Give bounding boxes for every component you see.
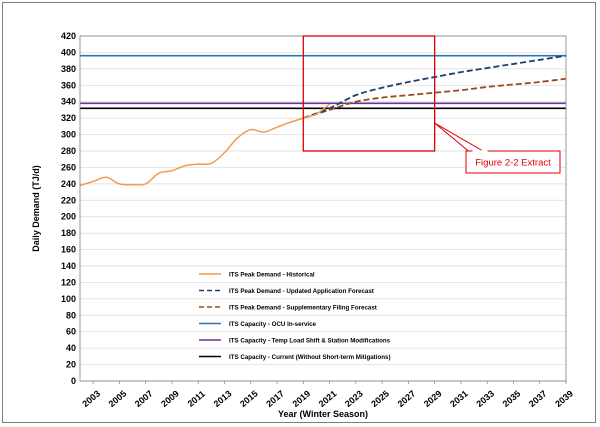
- series-line-0: [79, 103, 331, 187]
- x-tick-label: 2037: [527, 388, 549, 409]
- y-tick-label: 220: [61, 195, 76, 205]
- x-tick-label: 2005: [107, 388, 129, 409]
- x-tick-label: 2007: [133, 388, 155, 409]
- y-tick-label: 20: [66, 360, 76, 370]
- callout-box: [465, 150, 561, 174]
- highlight-box: [302, 35, 436, 152]
- x-tick-label: 2025: [369, 388, 391, 409]
- y-tick-label: 160: [61, 245, 76, 255]
- y-tick-label: 120: [61, 277, 76, 287]
- x-tick-label: 2017: [264, 388, 286, 409]
- annotations: Figure 2-2 Extract: [302, 35, 561, 174]
- y-tick-label: 380: [61, 64, 76, 74]
- y-tick-label: 420: [61, 31, 76, 41]
- x-tick-label: 2039: [553, 388, 575, 409]
- legend-label: ITS Peak Demand - Historical: [229, 271, 315, 278]
- grid-lines: [80, 35, 566, 382]
- y-tick-label: 300: [61, 130, 76, 140]
- callout-pointer: [434, 122, 490, 155]
- y-tick-label: 320: [61, 113, 76, 123]
- y-tick-label: 260: [61, 162, 76, 172]
- x-tick-label: 2033: [474, 388, 496, 409]
- y-tick-labels: 0 20 40 60 80 100 120 140 160 180 200 220 240 260 280 3…: [61, 31, 76, 386]
- legend-label: ITS Peak Demand - Updated Application Fo…: [229, 288, 374, 295]
- x-axis-title: Year (Winter Season): [278, 409, 368, 419]
- series-line-2: [303, 77, 567, 120]
- x-tick-label: 2021: [317, 388, 339, 409]
- x-tick-label: 2003: [80, 388, 102, 409]
- x-tick-label: 2031: [448, 388, 470, 409]
- legend-label: ITS Capacity - Current (Without Short-te…: [229, 354, 391, 361]
- y-tick-label: 340: [61, 97, 76, 107]
- x-tick-label: 2027: [396, 388, 418, 409]
- x-tick-label: 2013: [212, 388, 234, 409]
- line-chart: 0 20 40 60 80 100 120 140 160 180 200 220 240 260 280 3…: [31, 31, 575, 419]
- x-tick-label: 2035: [501, 388, 523, 409]
- y-tick-label: 400: [61, 47, 76, 57]
- x-tick-label: 2011: [186, 389, 207, 409]
- x-tick-label: 2015: [238, 388, 260, 409]
- y-tick-label: 140: [61, 261, 76, 271]
- y-tick-label: 280: [61, 146, 76, 156]
- y-tick-label: 100: [61, 294, 76, 304]
- x-tick-labels: 2003 2005 2007 2009 2011 2013 2015 2017 2019 2021…: [80, 381, 575, 409]
- x-tick-label: 2029: [422, 388, 444, 409]
- y-tick-label: 0: [71, 376, 76, 386]
- legend-label: ITS Peak Demand - Supplementary Filing F…: [229, 304, 377, 311]
- y-tick-label: 240: [61, 179, 76, 189]
- y-tick-label: 60: [66, 327, 76, 337]
- y-tick-label: 80: [66, 310, 76, 320]
- legend-label: ITS Capacity - OCU In-service: [229, 321, 317, 328]
- x-tick-label: 2019: [290, 388, 312, 409]
- y-axis-title: Daily Demand (TJ/d): [31, 165, 41, 252]
- x-tick-label: 2023: [343, 388, 365, 409]
- legend-label: ITS Capacity - Temp Load Shift & Station…: [229, 337, 391, 344]
- x-tick-label: 2009: [159, 388, 181, 409]
- legend: ITS Peak Demand - Historical ITS Peak Dem…: [199, 271, 391, 361]
- y-tick-label: 180: [61, 228, 76, 238]
- y-tick-label: 360: [61, 80, 76, 90]
- y-tick-label: 40: [66, 343, 76, 353]
- chart-frame: 0 20 40 60 80 100 120 140 160 180 200 220 240 260 280 3…: [2, 2, 596, 423]
- y-tick-label: 200: [61, 212, 76, 222]
- callout-label: Figure 2-2 Extract: [475, 158, 551, 169]
- plot-area-border: [79, 35, 567, 382]
